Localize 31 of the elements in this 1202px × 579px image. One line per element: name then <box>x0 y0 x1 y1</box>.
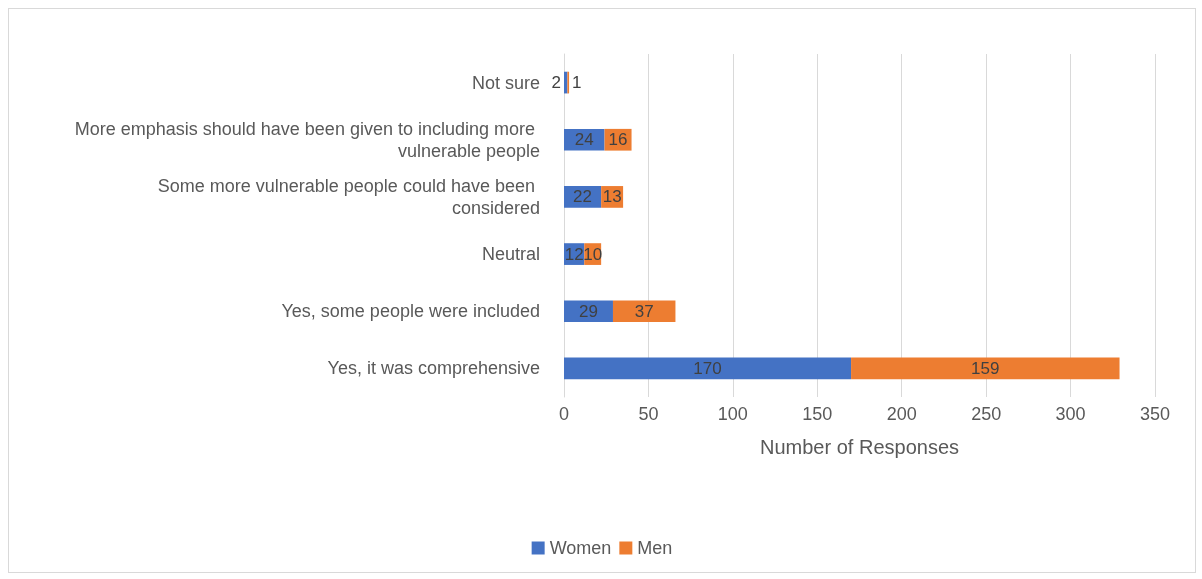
y-tick-label: Yes, some people were included <box>281 301 540 322</box>
data-label: 159 <box>971 358 1000 378</box>
legend-label: Women <box>549 538 612 558</box>
data-label: 16 <box>608 130 628 150</box>
bar <box>851 357 1120 380</box>
data-label: 13 <box>602 187 622 207</box>
data-label: 29 <box>579 301 598 321</box>
data-label: 170 <box>693 358 722 378</box>
data-label: 37 <box>634 301 654 321</box>
legend-label: Men <box>637 538 673 558</box>
y-tick-label: Yes, it was comprehensive <box>327 358 540 379</box>
x-tick-label: 250 <box>971 404 1002 424</box>
y-tick-label: Some more vulnerable people could have been considered <box>157 175 540 218</box>
y-tick-label: Neutral <box>481 244 540 265</box>
y-tick-label: Not sure <box>471 72 540 93</box>
y-tick-label: More emphasis should have been given to including more vulnerable people <box>74 118 540 161</box>
x-tick-label: 150 <box>802 404 833 424</box>
bar <box>564 357 852 380</box>
data-label: 22 <box>573 187 593 207</box>
x-tick-label: 50 <box>638 404 659 424</box>
x-axis-title: Number of Responses <box>760 436 959 458</box>
data-label: 12 <box>564 244 584 264</box>
data-label: 24 <box>574 130 594 150</box>
data-label: 1 <box>572 73 582 93</box>
x-tick-label: 350 <box>1139 404 1171 424</box>
x-tick-label: 300 <box>1055 404 1086 424</box>
x-tick-label: 200 <box>886 404 917 424</box>
x-tick-label: 0 <box>558 404 570 424</box>
x-tick-label: 100 <box>717 404 748 424</box>
bar <box>612 300 676 323</box>
data-label: 2 <box>551 73 561 93</box>
